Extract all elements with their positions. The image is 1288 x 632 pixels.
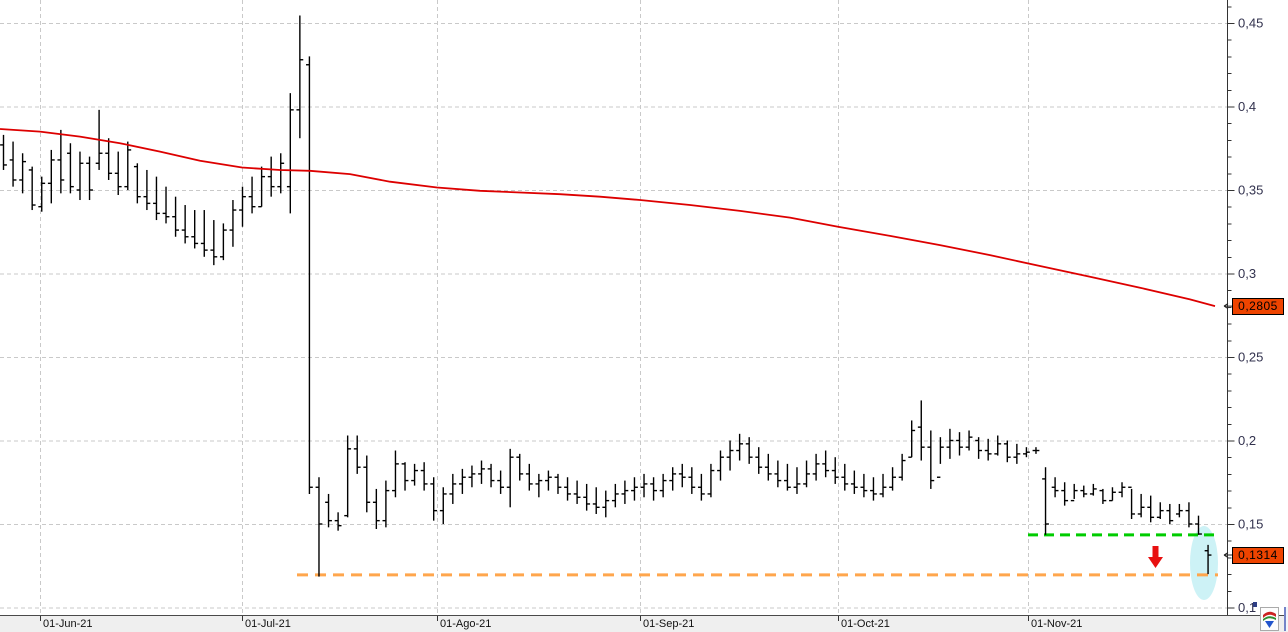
- x-axis-tick: [838, 616, 839, 621]
- x-tick-label: 01-Sep-21: [643, 618, 695, 630]
- y-axis-label: 0,45: [1238, 16, 1263, 31]
- price-marker-arrow-icon: [1223, 552, 1232, 558]
- sell-arrow-icon: [1148, 546, 1163, 568]
- y-axis-label: 0,1: [1238, 600, 1256, 615]
- y-axis: 0,45 0,4 0,35 0,3 0,25 0,2 0,15 0,1: [1227, 0, 1263, 615]
- y-axis-label: 0,25: [1238, 350, 1263, 365]
- y-axis-label: 0,3: [1238, 266, 1256, 281]
- x-tick-label: 01-Nov-21: [1031, 618, 1083, 630]
- x-tick-label: 01-Oct-21: [841, 618, 890, 630]
- x-axis-strip: 01-Jun-21 01-Jul-21 01-Ago-21 01-Sep-21 …: [0, 615, 1288, 632]
- chart-logo-button[interactable]: [1260, 607, 1279, 631]
- chart-logo-icon: [1263, 611, 1276, 628]
- last-price-badge: 0,1314: [1232, 546, 1284, 564]
- x-axis-tick: [437, 616, 438, 621]
- x-axis-tick: [242, 616, 243, 621]
- y-axis-label: 0,15: [1238, 517, 1263, 532]
- price-marker-arrow-icon: [1223, 303, 1232, 309]
- corner-panel-sliver: [1284, 607, 1288, 631]
- x-tick-label: 01-Jul-21: [245, 618, 291, 630]
- y-axis-label: 0,2: [1238, 433, 1256, 448]
- x-axis-tick: [1028, 616, 1029, 621]
- ma-last-value-badge: 0,2805: [1232, 297, 1284, 315]
- highlight-ellipse: [1190, 526, 1218, 600]
- y-axis-label: 0,4: [1238, 99, 1256, 114]
- ohlc-bars: [0, 15, 1212, 577]
- x-tick-label: 01-Ago-21: [440, 618, 492, 630]
- x-axis-tick: [640, 616, 641, 621]
- y-axis-label: 0,35: [1238, 183, 1263, 198]
- grid-layer: [0, 0, 1227, 615]
- axis-corner-mark: [1253, 602, 1257, 607]
- x-tick-label: 01-Jun-21: [43, 618, 93, 630]
- x-axis-tick: [40, 616, 41, 621]
- moving-average-line: [0, 128, 1216, 307]
